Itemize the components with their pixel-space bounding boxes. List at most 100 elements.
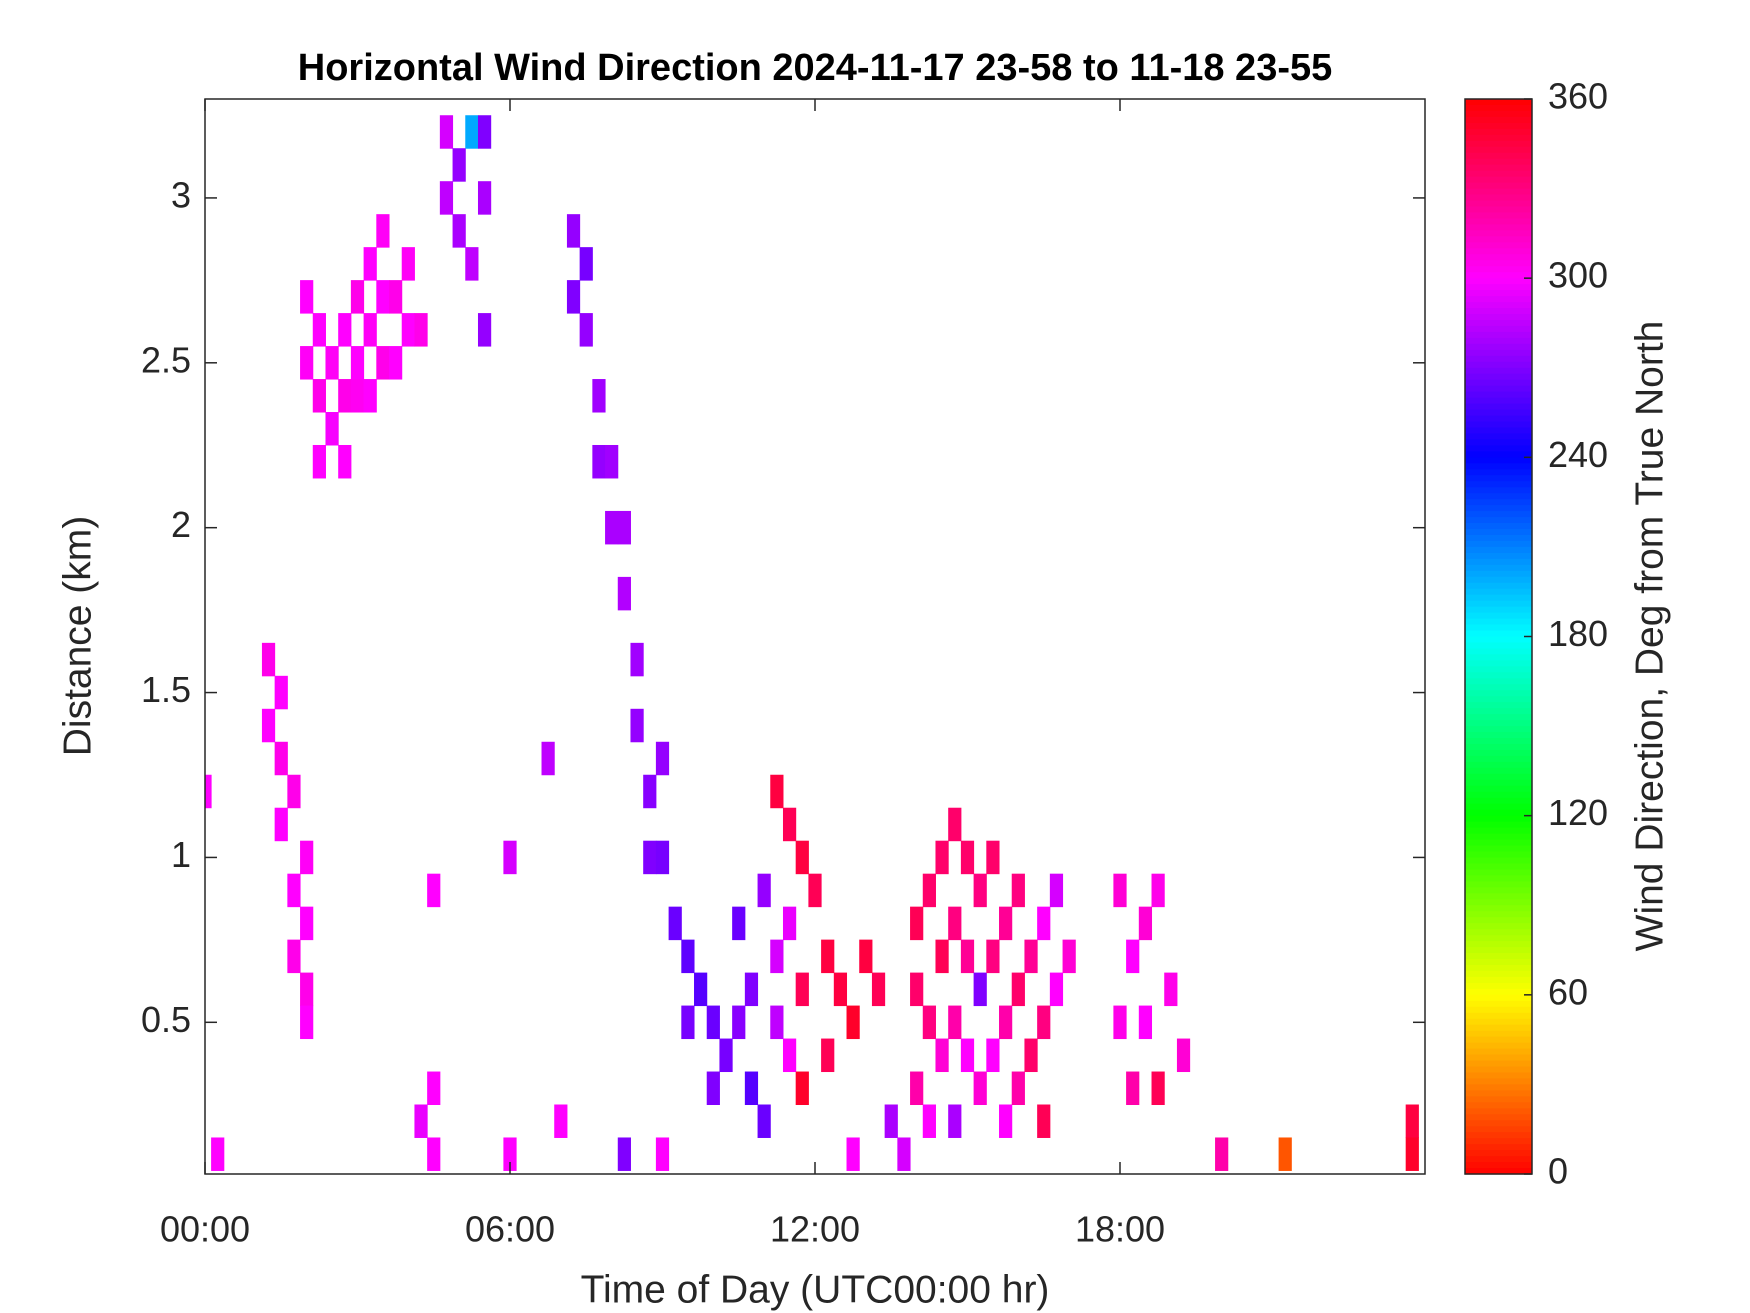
heatmap-cell [452, 214, 466, 248]
colorbar-band [1465, 887, 1532, 894]
colorbar-band [1465, 194, 1532, 202]
heatmap-cell [465, 247, 479, 281]
heatmap-cell [363, 313, 377, 347]
colorbar-band [1465, 732, 1532, 739]
heatmap-cell [1176, 1038, 1191, 1073]
colorbar-band [1465, 738, 1532, 745]
heatmap-cell [205, 774, 212, 809]
heatmap-cell [795, 840, 809, 875]
heatmap-cell [1126, 939, 1140, 974]
heatmap-cell [833, 972, 848, 1007]
colorbar-band [1465, 200, 1532, 208]
heatmap-cell [1037, 1005, 1051, 1040]
heatmap-cell [566, 214, 581, 248]
colorbar-band [1465, 278, 1532, 285]
heatmap-cell [1011, 1071, 1025, 1106]
heatmap-cell [999, 1104, 1013, 1138]
x-tick-label: 18:00 [1075, 1209, 1165, 1250]
heatmap-cell [1113, 873, 1127, 908]
heatmap-cell [554, 1104, 568, 1138]
colorbar-band [1465, 964, 1532, 972]
heatmap-cell [325, 412, 339, 446]
colorbar-band [1465, 540, 1532, 548]
colorbar-band [1465, 188, 1532, 196]
colorbar-tick-label: 240 [1548, 434, 1608, 475]
colorbar-band [1465, 809, 1532, 817]
heatmap-cell [1138, 1005, 1153, 1040]
colorbar-band [1465, 116, 1532, 124]
heatmap-cell [770, 1005, 784, 1040]
colorbar-band [1465, 164, 1532, 172]
colorbar-band [1465, 988, 1532, 996]
heatmap-cell [325, 346, 339, 380]
heatmap-cell [986, 1038, 1000, 1073]
heatmap-cell [312, 379, 326, 413]
colorbar-band [1465, 206, 1532, 214]
colorbar-band [1465, 1078, 1532, 1086]
heatmap-cell [452, 148, 466, 182]
colorbar-band [1465, 594, 1532, 602]
colorbar-band [1465, 314, 1532, 321]
colorbar-band [1465, 391, 1532, 399]
heatmap-cell [821, 1038, 835, 1073]
colorbar-band [1465, 546, 1532, 554]
colorbar-band [1465, 1042, 1532, 1050]
colorbar-band [1465, 1012, 1532, 1020]
colorbar-band [1465, 953, 1532, 960]
heatmap-cell [1215, 1137, 1229, 1171]
colorbar-band [1465, 1102, 1532, 1109]
colorbar-band [1465, 612, 1532, 620]
colorbar-band [1465, 761, 1532, 769]
colorbar-band [1465, 409, 1532, 417]
heatmap-cell [884, 1104, 898, 1138]
colorbar-band [1465, 1108, 1532, 1115]
colorbar-band [1465, 158, 1532, 166]
colorbar-band [1465, 487, 1532, 494]
heatmap-cell [1151, 873, 1165, 908]
heatmap-cell [1062, 939, 1076, 974]
colorbar-band [1465, 469, 1532, 476]
colorbar-band [1465, 1084, 1532, 1091]
colorbar-band [1465, 1036, 1532, 1044]
colorbar-band [1465, 523, 1532, 530]
heatmap-cell [1037, 1104, 1051, 1138]
heatmap-cell [414, 1104, 428, 1138]
colorbar-band [1465, 481, 1532, 488]
heatmap-cell [655, 1137, 670, 1171]
heatmap-cell [363, 379, 377, 413]
y-tick-label: 0.5 [141, 999, 191, 1040]
colorbar-band [1465, 857, 1532, 865]
heatmap-cell [1278, 1137, 1292, 1171]
heatmap-cell [910, 906, 924, 941]
colorbar-band [1465, 373, 1532, 381]
heatmap-cell [376, 280, 390, 314]
heatmap-cell [414, 313, 428, 347]
colorbar-band [1465, 1126, 1532, 1133]
colorbar-band [1465, 475, 1532, 482]
heatmap-cell [986, 939, 1000, 974]
heatmap-cell [655, 741, 670, 776]
colorbar-band [1465, 325, 1532, 333]
heatmap-cell [274, 807, 288, 842]
colorbar-band [1465, 1156, 1532, 1163]
heatmap-cell [300, 840, 314, 875]
colorbar-band [1465, 134, 1532, 142]
colorbar-label: Wind Direction, Deg from True North [1628, 321, 1671, 952]
colorbar-band [1465, 266, 1532, 273]
colorbar-tick-label: 180 [1548, 613, 1608, 654]
colorbar-band [1465, 827, 1532, 835]
plot-frame [204, 98, 1426, 1175]
colorbar-band [1465, 935, 1532, 942]
heatmap-cell [871, 972, 886, 1007]
colorbar-band [1465, 337, 1532, 345]
colorbar-band [1465, 911, 1532, 918]
colorbar-band [1465, 1144, 1532, 1151]
colorbar-band [1465, 702, 1532, 709]
colorbar-band [1465, 779, 1532, 787]
colorbar-band [1465, 582, 1532, 590]
colorbar-band [1465, 355, 1532, 363]
heatmap-cell [782, 906, 797, 941]
heatmap-cell [1011, 873, 1025, 908]
colorbar-band [1465, 803, 1532, 811]
colorbar-band [1465, 403, 1532, 411]
